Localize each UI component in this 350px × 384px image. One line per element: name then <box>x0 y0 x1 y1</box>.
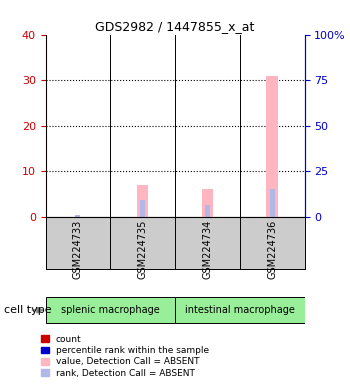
Bar <box>75 215 80 217</box>
Bar <box>266 76 278 217</box>
Legend: count, percentile rank within the sample, value, Detection Call = ABSENT, rank, : count, percentile rank within the sample… <box>40 333 211 379</box>
Bar <box>46 297 175 323</box>
Text: GSM224735: GSM224735 <box>138 219 148 279</box>
Text: splenic macrophage: splenic macrophage <box>61 305 160 315</box>
Bar <box>202 189 213 217</box>
Text: intestinal macrophage: intestinal macrophage <box>185 305 295 315</box>
Bar <box>175 297 304 323</box>
Bar <box>140 200 145 217</box>
Title: GDS2982 / 1447855_x_at: GDS2982 / 1447855_x_at <box>95 20 255 33</box>
Bar <box>137 185 148 217</box>
Text: GSM224733: GSM224733 <box>73 219 83 279</box>
Text: cell type: cell type <box>4 305 51 315</box>
Bar <box>270 189 275 217</box>
Text: GSM224736: GSM224736 <box>267 219 277 279</box>
Text: GSM224734: GSM224734 <box>202 219 212 279</box>
Bar <box>205 205 210 217</box>
